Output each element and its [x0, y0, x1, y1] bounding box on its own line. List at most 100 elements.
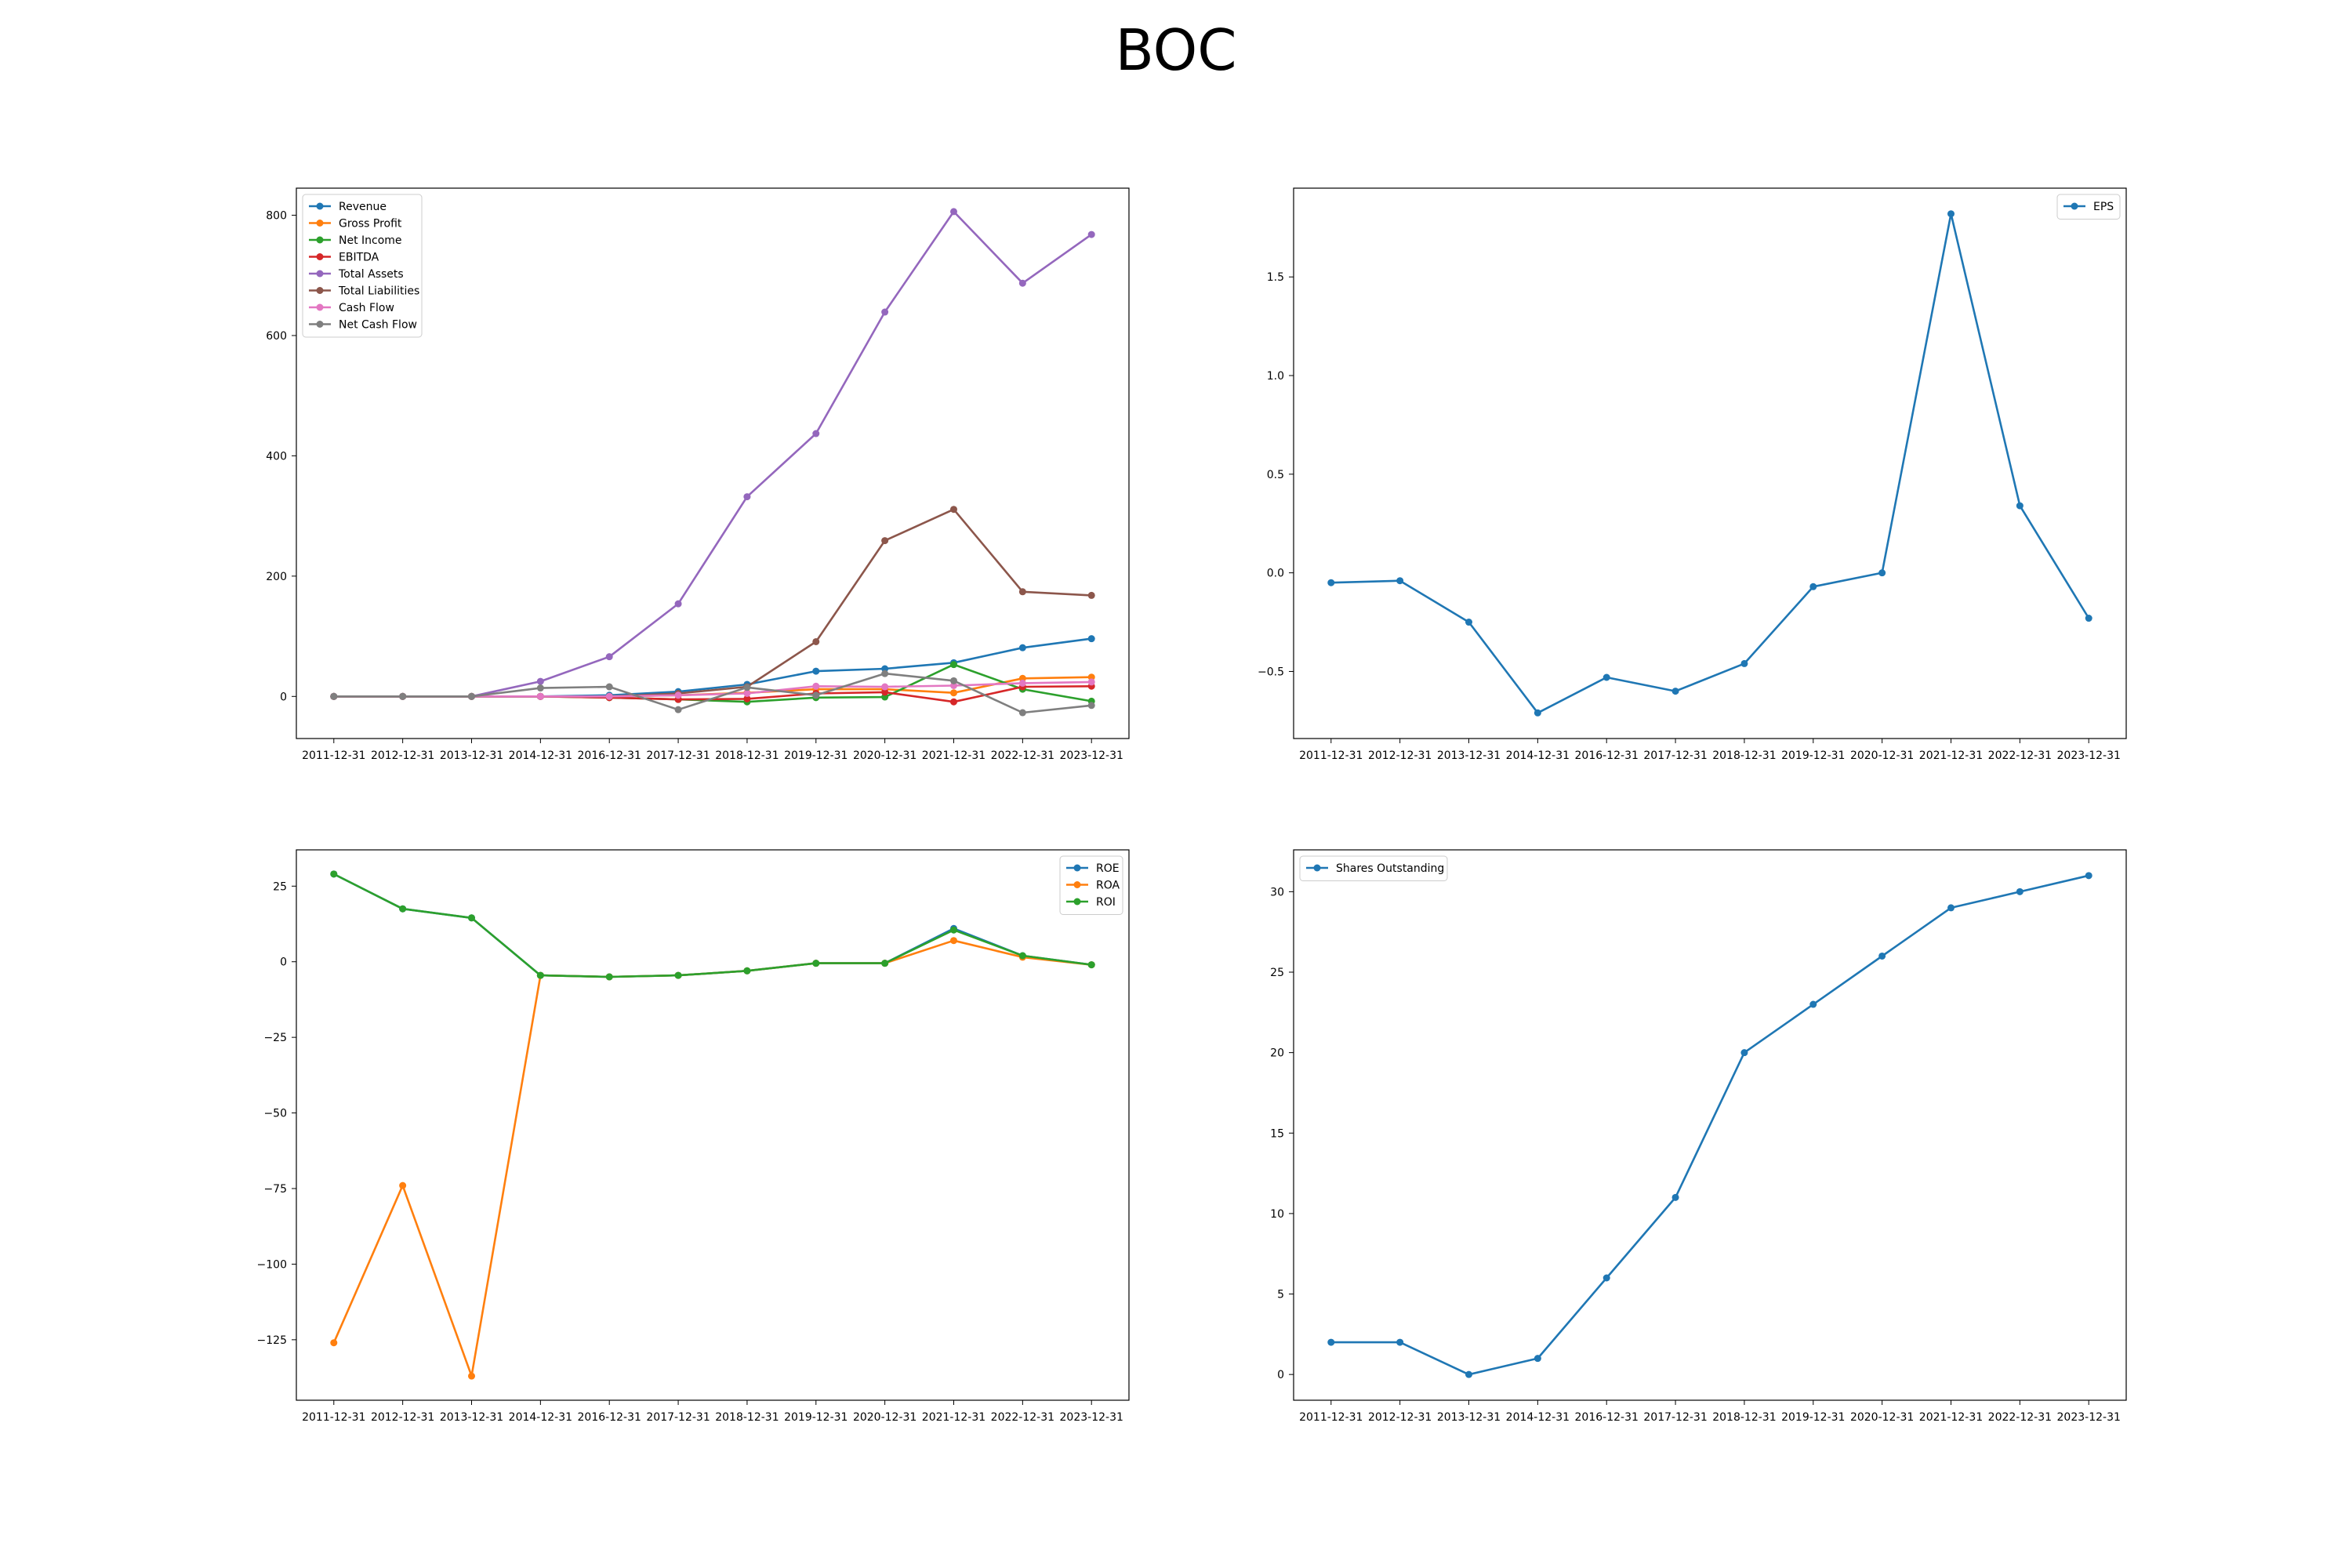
- data-point-cash-flow: [674, 691, 682, 699]
- series-line-net-cash-flow: [333, 672, 1092, 714]
- data-point-shares-outstanding: [1878, 952, 1886, 960]
- data-point-eps: [1396, 577, 1404, 585]
- data-point-shares-outstanding: [1740, 1049, 1748, 1057]
- x-tick-label: 2018-12-31: [715, 1411, 779, 1424]
- data-point-eps: [1534, 709, 1541, 717]
- data-point-roi: [1018, 952, 1026, 960]
- data-point-total-assets: [605, 653, 613, 661]
- data-point-ebitda: [743, 695, 751, 702]
- x-tick-label: 2011-12-31: [1299, 750, 1363, 762]
- data-point-total-assets: [812, 430, 820, 437]
- x-tick-label: 2021-12-31: [922, 750, 985, 762]
- data-point-eps: [2085, 615, 2092, 622]
- y-tick-label: 25: [1270, 967, 1284, 979]
- legend-box: [1299, 855, 1448, 881]
- data-point-net-cash-flow: [536, 684, 544, 692]
- data-point-net-cash-flow: [1018, 709, 1026, 717]
- data-point-ebitda: [881, 688, 889, 696]
- data-point-total-liabilities: [812, 637, 820, 645]
- data-point-revenue: [1018, 644, 1026, 652]
- x-tick-label: 2014-12-31: [509, 750, 572, 762]
- x-tick-label: 2020-12-31: [1850, 1411, 1914, 1424]
- y-tick-label: 5: [1277, 1289, 1284, 1301]
- x-tick-label: 2012-12-31: [371, 1411, 434, 1424]
- y-tick-label: 10: [1270, 1208, 1284, 1221]
- y-tick-label: 200: [266, 571, 287, 583]
- data-point-total-assets: [743, 493, 751, 501]
- figure-title: BOC: [1115, 17, 1237, 83]
- data-point-shares-outstanding: [1947, 904, 1955, 912]
- y-tick-label: 30: [1270, 886, 1284, 898]
- data-point-net-cash-flow: [330, 692, 338, 700]
- x-tick-label: 2017-12-31: [1643, 1411, 1707, 1424]
- x-tick-label: 2013-12-31: [440, 750, 503, 762]
- data-point-revenue: [812, 667, 820, 675]
- x-tick-label: 2014-12-31: [1506, 1411, 1570, 1424]
- y-tick-label: 800: [266, 210, 287, 223]
- data-point-gross-profit: [949, 689, 957, 697]
- x-tick-label: 2013-12-31: [440, 1411, 503, 1424]
- x-tick-label: 2020-12-31: [853, 1411, 916, 1424]
- data-point-cash-flow: [743, 689, 751, 697]
- data-point-eps: [1327, 579, 1335, 586]
- x-tick-label: 2013-12-31: [1437, 750, 1501, 762]
- x-tick-label: 2022-12-31: [1988, 750, 2052, 762]
- x-tick-label: 2016-12-31: [578, 1411, 641, 1424]
- series-line-eps: [1330, 212, 2090, 714]
- data-point-ebitda: [949, 698, 957, 706]
- data-point-roi: [812, 960, 820, 967]
- x-tick-label: 2022-12-31: [1988, 1411, 2052, 1424]
- y-tick-label: −100: [257, 1258, 287, 1271]
- series-line-roi: [333, 873, 1092, 978]
- legend-box: [2056, 194, 2121, 220]
- legend-label: Revenue: [339, 201, 387, 213]
- data-point-shares-outstanding: [2085, 872, 2092, 880]
- data-point-eps: [1671, 688, 1679, 695]
- data-point-net-cash-flow: [743, 684, 751, 691]
- y-tick-label: 0.5: [1267, 469, 1284, 481]
- data-point-net-cash-flow: [949, 677, 957, 684]
- x-tick-label: 2022-12-31: [991, 1411, 1054, 1424]
- data-point-eps: [1947, 210, 1955, 218]
- legend-label: Total Liabilities: [338, 285, 419, 298]
- legend-marker: [1073, 881, 1081, 888]
- legend-marker: [2071, 202, 2078, 210]
- legend-label: EBITDA: [339, 252, 379, 264]
- legend-marker: [316, 287, 324, 294]
- data-point-roa: [330, 1339, 338, 1347]
- series-line-shares-outstanding: [1330, 874, 2089, 1376]
- data-point-total-assets: [881, 308, 889, 316]
- data-point-eps: [2016, 502, 2024, 510]
- x-tick-label: 2023-12-31: [1060, 750, 1123, 762]
- data-point-total-liabilities: [881, 537, 889, 545]
- data-point-net-cash-flow: [881, 670, 889, 677]
- x-tick-label: 2011-12-31: [1299, 1411, 1363, 1424]
- legend-label: ROA: [1096, 880, 1120, 892]
- y-tick-label: −50: [263, 1108, 287, 1120]
- y-tick-label: −125: [257, 1334, 287, 1347]
- data-point-cash-flow: [536, 692, 544, 700]
- legend-marker: [316, 220, 324, 227]
- data-point-roi: [881, 960, 889, 967]
- data-point-shares-outstanding: [2016, 887, 2024, 895]
- y-tick-label: −75: [263, 1183, 287, 1196]
- legend-label: ROI: [1096, 896, 1116, 909]
- x-tick-label: 2014-12-31: [509, 1411, 572, 1424]
- data-point-net-cash-flow: [812, 691, 820, 699]
- legend-label: EPS: [2093, 201, 2114, 213]
- x-tick-label: 2017-12-31: [646, 750, 710, 762]
- legend-label: Gross Profit: [339, 218, 402, 230]
- data-point-eps: [1809, 583, 1817, 590]
- data-point-revenue: [1087, 635, 1095, 643]
- legend-label: Shares Outstanding: [1336, 862, 1444, 875]
- data-point-roa: [399, 1181, 407, 1189]
- data-point-roi: [674, 971, 682, 979]
- x-tick-label: 2020-12-31: [853, 750, 916, 762]
- x-tick-label: 2017-12-31: [1643, 750, 1707, 762]
- data-point-cash-flow: [1087, 678, 1095, 686]
- y-tick-label: 1.5: [1267, 271, 1284, 284]
- data-point-eps: [1740, 659, 1748, 667]
